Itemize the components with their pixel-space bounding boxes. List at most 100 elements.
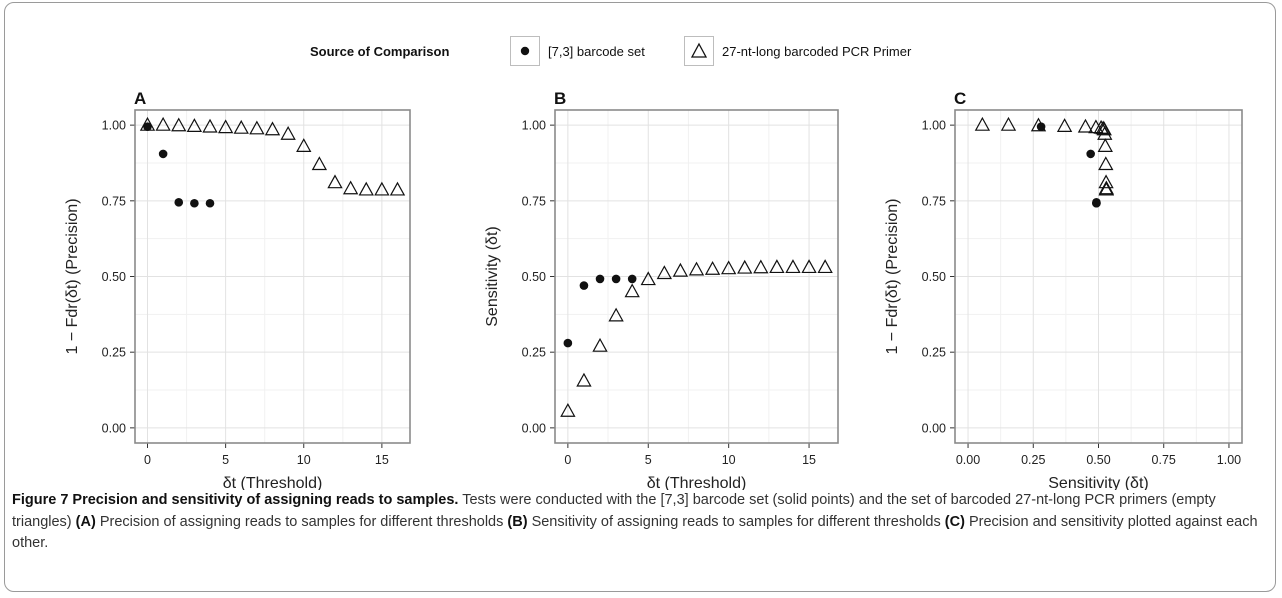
data-point-triangle [688,261,705,276]
data-point-triangle [139,116,156,131]
data-point-triangle [769,259,785,274]
x-axis-title: Sensitivity (δt) [1048,475,1148,490]
series-barcode-set [1036,122,1101,208]
open-triangle-icon [690,42,708,58]
x-tick-label: 1.00 [1217,453,1241,467]
panel-letter: C [954,89,966,108]
data-point-triangle [608,307,624,322]
data-point-triangle [1098,181,1114,196]
y-tick-label: 0.75 [102,194,126,208]
data-point-circle [143,122,152,131]
data-point-triangle [624,283,640,298]
x-tick-label: 15 [802,453,816,467]
x-axis-title: δt (Threshold) [223,475,323,490]
data-point-triangle [311,156,328,171]
panel-border [554,109,839,444]
caption-text-3: Sensitivity of assigning reads to sample… [527,513,945,530]
data-point-circle [158,149,168,159]
data-point-triangle [704,260,721,275]
y-axis-title: Sensitivity (δt) [484,226,501,326]
data-point-triangle [974,116,991,131]
data-point-triangle [1056,118,1073,132]
caption-text-1: Tests were conducted with the [7,3] barc… [12,492,1216,530]
data-point-triangle [249,120,265,135]
chart-area: 0 5 10 15 0.00 0.25 0.50 0.75 1.00 Aδt (Threshold… [64,89,1243,490]
data-point-triangle [1000,116,1017,131]
data-point-triangle [785,259,801,274]
data-point-circle [595,274,605,284]
legend-title: Source of Comparison [310,44,450,59]
filled-circle-icon [520,46,530,56]
data-point-triangle [1098,174,1114,189]
data-point-circle [563,338,573,348]
data-point-triangle [342,180,359,195]
data-point-triangle [358,181,374,196]
data-point-triangle [233,119,249,134]
data-point-circle [579,281,589,290]
data-point-triangle [801,259,817,274]
data-point-triangle [560,402,576,417]
legend-label-barcode-set: [7,3] barcode set [548,44,645,59]
y-tick-label: 1.00 [922,119,946,133]
panel-a: 0 5 10 15 0.00 0.25 0.50 0.75 1.00 Aδt (Threshold… [64,89,411,490]
x-tick-label: 0.75 [1152,453,1176,467]
panel-letter: A [134,89,146,108]
y-tick-label: 1.00 [522,119,546,133]
data-point-triangle [753,259,769,274]
data-point-triangle [720,260,737,275]
data-point-triangle [186,118,203,132]
y-axis-title: 1 − Fdr(δt) (Precision) [64,198,81,354]
data-point-triangle [672,262,689,277]
legend-key-circle [510,36,540,66]
y-tick-label: 0.00 [922,421,946,435]
caption-ref-a: (A) [75,513,96,530]
y-tick-label: 0.25 [922,346,946,360]
y-tick-label: 0.50 [922,270,946,284]
figure-caption: Figure 7 Precision and sensitivity of as… [12,490,1267,555]
y-tick-label: 0.00 [102,421,126,435]
series-pcr-primer [139,116,406,196]
panel-border [134,109,411,444]
data-point-circle [1036,122,1046,131]
data-point-circle [611,274,621,284]
y-tick-label: 0.25 [522,346,546,360]
x-tick-label: 5 [645,453,652,467]
x-axis-title: δt (Threshold) [647,475,747,490]
data-point-triangle [592,337,608,352]
data-point-circle [627,274,637,284]
data-point-triangle [155,116,171,131]
y-axis-title: 1 − Fdr(δt) (Precision) [884,198,901,354]
y-tick-label: 0.00 [522,421,546,435]
data-point-triangle [656,265,673,280]
y-tick-label: 0.25 [102,346,126,360]
data-point-triangle [1098,156,1114,171]
legend: Source of Comparison [7,3] barcode set 2… [0,0,1282,80]
y-tick-label: 0.75 [522,194,546,208]
x-tick-label: 0.00 [956,453,980,467]
y-tick-label: 0.50 [102,270,126,284]
data-point-triangle [1096,121,1112,136]
caption-text-2: Precision of assigning reads to samples … [95,513,508,530]
data-point-triangle [1088,119,1104,134]
caption-ref-b: (B) [507,513,528,530]
panel-letter: B [554,89,566,108]
y-tick-label: 0.50 [522,270,546,284]
data-point-triangle [640,271,656,286]
x-tick-label: 0.50 [1086,453,1110,467]
caption-ref-c: (C) [944,513,965,530]
x-tick-label: 0 [144,453,151,467]
x-tick-label: 15 [375,453,389,467]
data-point-circle [190,198,199,208]
data-point-triangle [576,372,592,387]
panel-c: 0.00 0.25 0.50 0.75 1.00 0.00 0.25 0.50 0.75 1.00… [884,89,1243,490]
legend-label-pcr-primer: 27-nt-long barcoded PCR Primer [722,44,912,59]
data-point-triangle [1097,138,1113,152]
data-point-triangle [389,181,406,196]
y-tick-label: 0.75 [922,194,946,208]
data-point-circle [205,198,215,208]
x-tick-label: 0.25 [1021,453,1045,467]
data-point-triangle [217,119,234,134]
data-point-triangle [1030,117,1047,132]
data-point-triangle [296,138,312,152]
data-point-triangle [1077,118,1094,133]
